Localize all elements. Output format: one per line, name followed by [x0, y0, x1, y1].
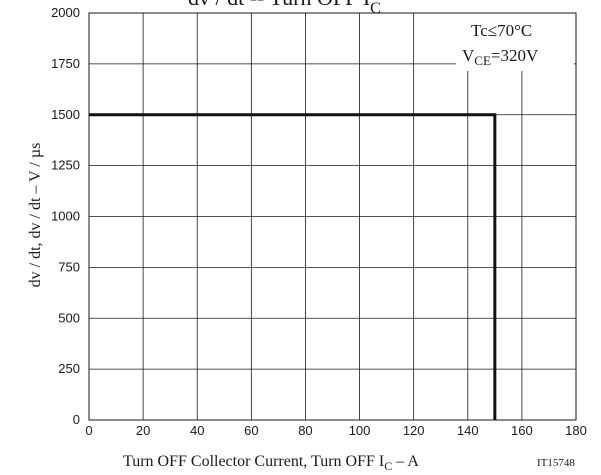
chart-title: dv / dt -- Turn OFF IC — [188, 0, 381, 17]
annotation-temperature: Tc≤70°C — [471, 21, 532, 40]
x-tick-label-180: 180 — [565, 423, 587, 438]
x-tick-label-60: 60 — [244, 423, 258, 438]
x-tick-label-80: 80 — [298, 423, 312, 438]
x-axis-label: Turn OFF Collector Current, Turn OFF IC … — [123, 453, 419, 473]
x-tick-label-20: 20 — [136, 423, 150, 438]
series-line-0 — [89, 113, 497, 420]
annotation-box — [456, 13, 574, 71]
y-tick-labels: 0 250 500 750 1000 1250 1500 1750 2000 — [51, 5, 80, 427]
annotation-voltage-value: =320V — [491, 46, 539, 65]
series-group — [89, 113, 497, 420]
y-tick-label-500: 500 — [58, 310, 80, 325]
x-axis-label-unit: – A — [392, 453, 419, 470]
y-tick-label-1000: 1000 — [51, 209, 80, 224]
x-tick-labels: 0 20 40 60 80 100 120 140 160 180 — [85, 423, 586, 438]
x-tick-label-0: 0 — [85, 423, 92, 438]
annotation-voltage-v: V — [462, 46, 475, 65]
x-tick-label-120: 120 — [403, 423, 425, 438]
chart-title-sub: C — [370, 0, 381, 17]
y-tick-label-750: 750 — [58, 259, 80, 274]
figure-code: IT15748 — [537, 457, 575, 469]
x-tick-label-40: 40 — [190, 423, 204, 438]
y-tick-label-0: 0 — [73, 412, 80, 427]
y-tick-label-2000: 2000 — [51, 5, 80, 20]
x-axis-label-main: Turn OFF Collector Current, Turn OFF I — [123, 453, 384, 470]
chart-title-main: dv / dt -- Turn OFF I — [188, 0, 370, 10]
y-tick-label-1500: 1500 — [51, 107, 80, 122]
x-tick-label-100: 100 — [349, 423, 371, 438]
annotation-voltage-sub: CE — [474, 53, 491, 68]
x-axis-label-sub: C — [384, 459, 392, 473]
plot-frame — [88, 12, 577, 421]
y-tick-label-250: 250 — [58, 361, 80, 376]
x-tick-label-160: 160 — [511, 423, 533, 438]
x-tick-label-140: 140 — [457, 423, 479, 438]
y-axis-label: dv / dt, dv / dt – V / µs — [27, 143, 44, 288]
y-tick-label-1750: 1750 — [51, 56, 80, 71]
annotation-voltage: VCE=320V — [462, 46, 539, 68]
y-tick-label-1250: 1250 — [51, 158, 80, 173]
